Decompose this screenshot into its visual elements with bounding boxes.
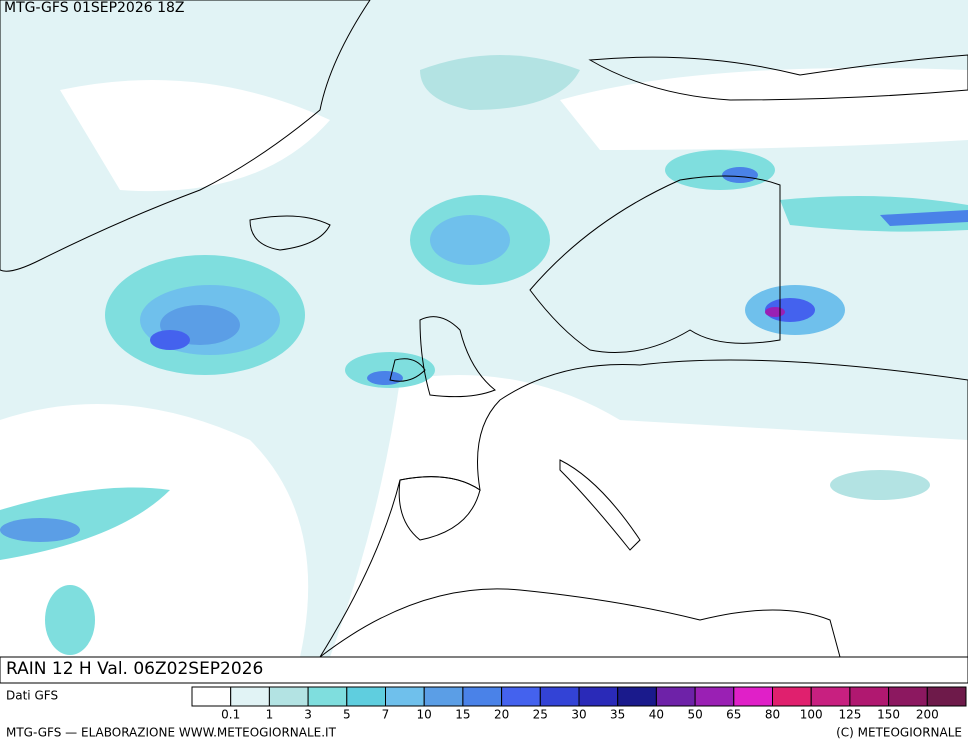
legend-label: 50 [687, 708, 702, 722]
legend-swatch [733, 686, 773, 707]
legend-label: 80 [765, 708, 780, 722]
legend-label: 100 [800, 708, 823, 722]
legend-swatch [888, 686, 928, 707]
legend-label: 7 [382, 708, 390, 722]
legend-swatch [772, 686, 812, 707]
legend-swatch [385, 686, 425, 707]
legend: 0.1 1 3 5 7 10 15 20 25 30 35 40 50 65 80 100 125 150 200 [191, 686, 967, 722]
legend-label: 15 [455, 708, 470, 722]
legend-swatch [307, 686, 348, 707]
legend-swatch [926, 686, 967, 707]
caption-strip [0, 656, 968, 684]
legend-swatch [539, 686, 580, 707]
legend-label: 20 [494, 708, 509, 722]
rain-field [0, 55, 968, 657]
legend-swatch [191, 686, 232, 707]
legend-swatch [617, 686, 657, 707]
legend-swatch [268, 686, 309, 707]
map: MTG-GFS 01SEP2026 18Z [0, 0, 968, 658]
legend-label: 10 [417, 708, 432, 722]
legend-label: 40 [649, 708, 664, 722]
legend-label: 30 [571, 708, 586, 722]
map-caption: RAIN 12 H Val. 06Z02SEP2026 [6, 659, 263, 679]
legend-label: 65 [726, 708, 741, 722]
legend-label: 0.1 [221, 708, 240, 722]
legend-label: 200 [916, 708, 939, 722]
legend-label: 35 [610, 708, 625, 722]
legend-swatch [655, 686, 696, 707]
legend-swatch [462, 686, 503, 707]
legend-label: 150 [877, 708, 900, 722]
legend-swatch [423, 686, 464, 707]
map-title: MTG-GFS 01SEP2026 18Z [4, 0, 185, 16]
legend-swatch [230, 686, 270, 707]
legend-label: 5 [343, 708, 351, 722]
legend-swatch [694, 686, 735, 707]
legend-swatch [346, 686, 386, 707]
legend-label: 1 [266, 708, 274, 722]
legend-label: 3 [304, 708, 312, 722]
legend-swatch [810, 686, 851, 707]
legend-label: 25 [533, 708, 548, 722]
legend-swatch [849, 686, 890, 707]
legend-source: Dati GFS [6, 689, 58, 703]
legend-swatch [578, 686, 619, 707]
legend-swatch [501, 686, 541, 707]
footer-right: (C) METEOGIORNALE [836, 726, 962, 740]
footer-left: MTG-GFS — ELABORAZIONE WWW.METEOGIORNALE… [6, 726, 337, 740]
legend-label: 125 [838, 708, 861, 722]
